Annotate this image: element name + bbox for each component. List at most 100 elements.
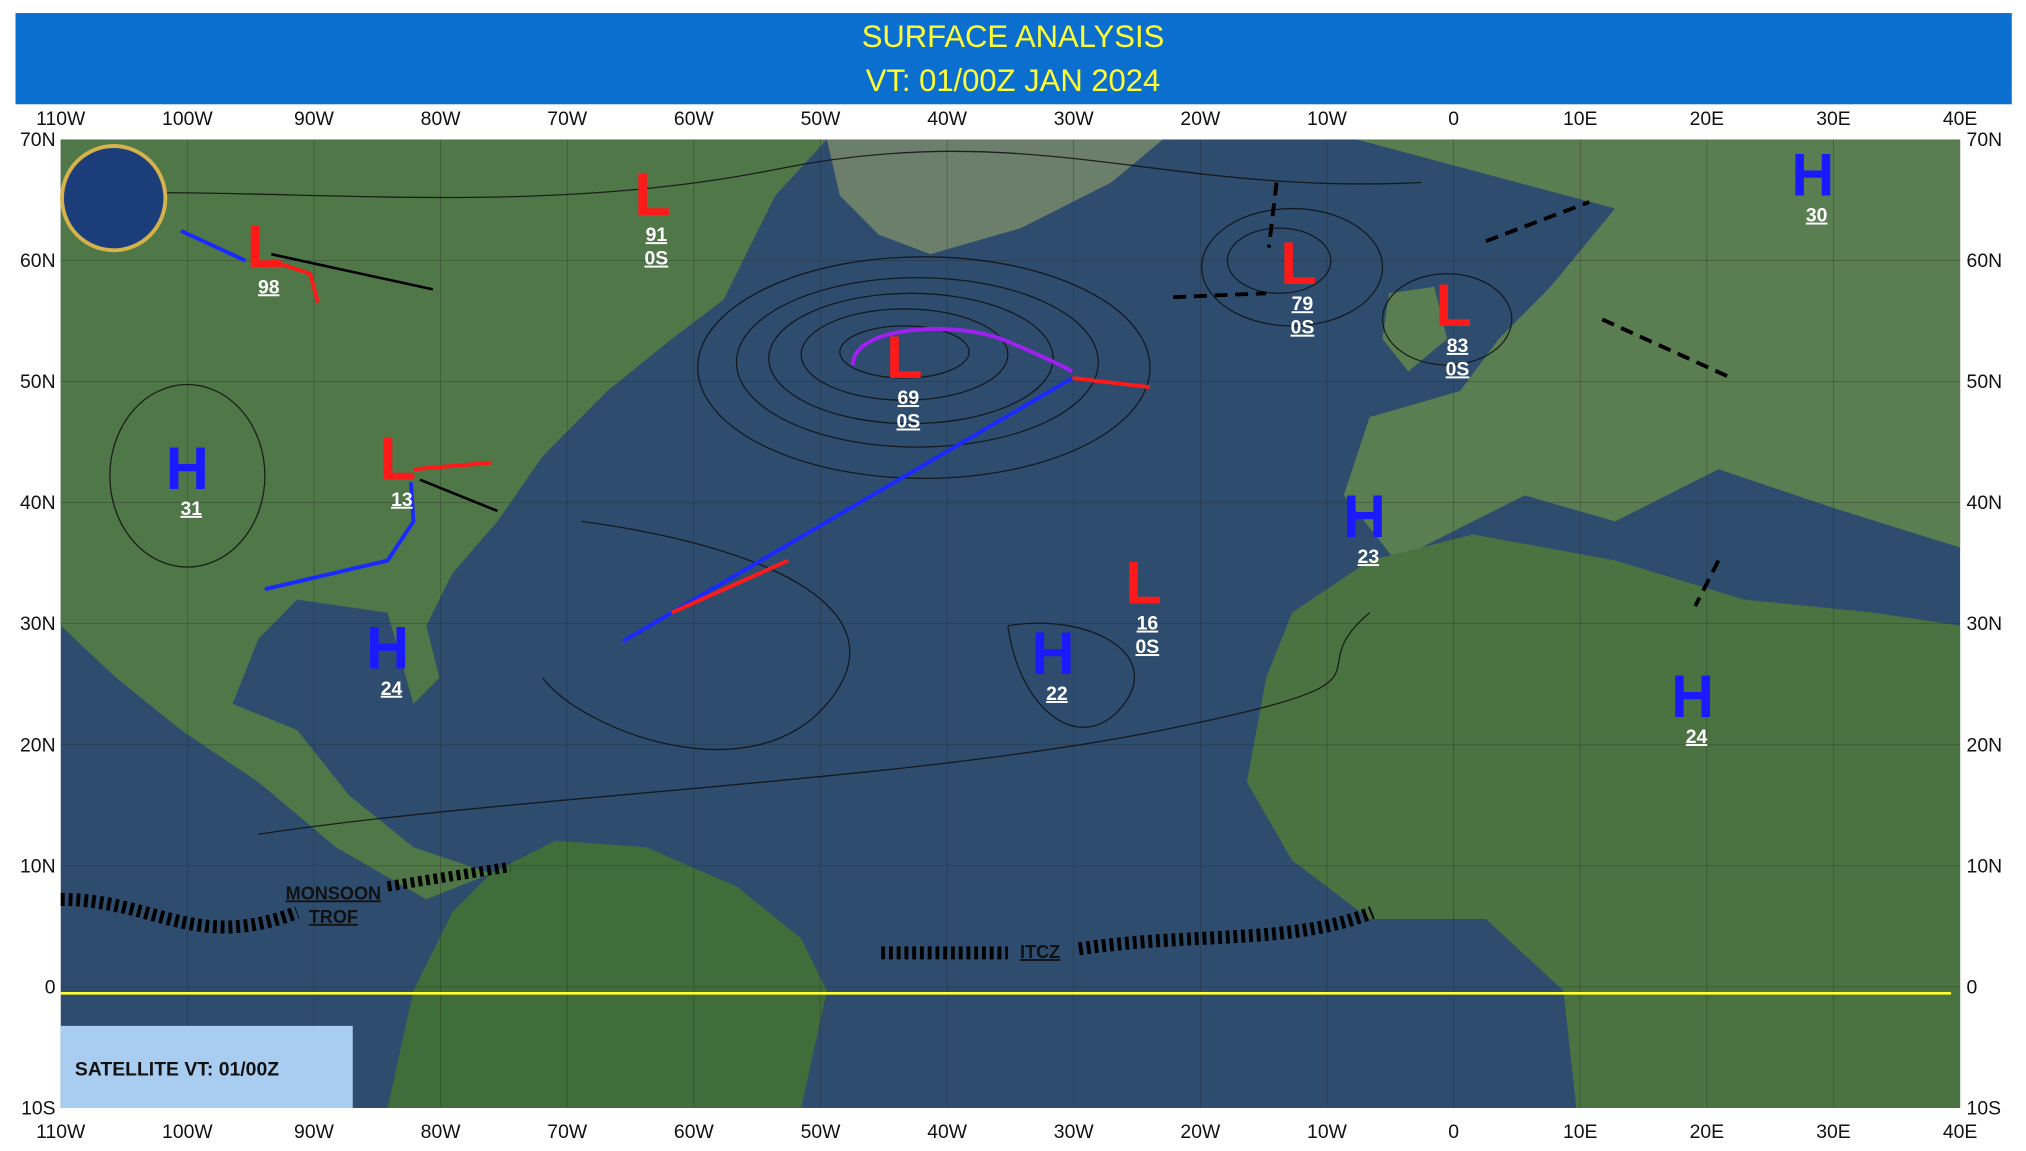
lon-label-bottom: 40E [1943,1121,1977,1143]
lon-label-top: 110W [36,108,86,130]
system-symbol: L [380,425,416,492]
lon-label-top: 20W [1180,108,1220,130]
system-symbol: H [366,614,409,681]
satellite-box [60,1025,353,1108]
monsoon-trough [60,892,300,934]
lon-label-bottom: 50W [801,1121,841,1143]
lat-label-right: 60N [1967,250,2003,272]
lon-label-bottom: 0 [1448,1121,1459,1143]
isobar [839,325,970,379]
warm-front [270,258,320,303]
isobar [697,256,1151,480]
lon-label-top: 10W [1307,108,1347,130]
isobar [542,520,851,751]
system-motion: 0S [1291,317,1315,339]
system-symbol: L [1435,272,1471,339]
south-america [387,840,827,1108]
lon-label-top: 50W [801,108,841,130]
lon-label-top: 20E [1690,108,1724,130]
system-symbol: L [886,324,922,391]
lon-label-top: 70W [547,108,587,130]
trough [1601,317,1733,380]
trough [1693,559,1721,608]
lon-label-top: 10E [1563,108,1597,130]
lon-label-bottom: 10E [1563,1121,1597,1143]
lat-label-left: 70N [20,129,56,151]
lon-label-top: 60W [674,108,714,130]
isobar [109,383,266,568]
subtitle: VT: 01/00Z JAN 2024 [866,63,1161,98]
lon-label-top: 30E [1816,108,1850,130]
lon-label-top: 80W [421,108,461,130]
logo [60,144,168,253]
lat-label-right: 20N [1967,734,2003,756]
system-pressure: 22 [1046,683,1068,705]
lat-label-left: 10S [21,1097,55,1119]
system-pressure: 69 [898,387,920,409]
europe [1343,139,1961,561]
warm-front [671,558,789,615]
greenland [826,139,1163,255]
lon-label-bottom: 20E [1690,1121,1724,1143]
lon-label-top: 40E [1943,108,1977,130]
system-pressure: 91 [646,224,668,246]
system-pressure: 13 [391,489,413,511]
lat-label-right: 30N [1967,613,2003,635]
system-pressure: 31 [180,498,202,520]
lat-label-right: 0 [1967,976,1978,998]
lon-label-bottom: 70W [547,1121,587,1143]
system-symbol: H [1343,483,1386,550]
lon-label-top: 30W [1054,108,1094,130]
lat-label-left: 0 [45,976,56,998]
lon-label-bottom: 20W [1180,1121,1220,1143]
system-pressure: 98 [258,276,280,298]
system-symbol: L [1280,230,1316,297]
isobar [1226,227,1332,294]
lon-label-bottom: 40W [927,1121,967,1143]
warm-front [413,460,492,472]
system-symbol: H [166,435,209,502]
fronts [60,182,1733,960]
trough [1173,291,1267,300]
lat-label-right: 10S [1967,1097,2001,1119]
lon-label-bottom: 110W [36,1121,86,1143]
trough [1485,200,1590,243]
system-motion: 0S [645,248,669,270]
lon-label-top: 100W [162,108,213,130]
lat-label-left: 60N [20,250,56,272]
lon-label-bottom: 10W [1307,1121,1347,1143]
system-symbol: L [634,161,670,228]
isobars [60,150,1513,835]
lon-label-bottom: 100W [162,1121,213,1143]
isobar [258,612,1371,835]
title-band [15,13,2012,105]
lon-label-bottom: 60W [674,1121,714,1143]
system-motion: 0S [896,410,920,432]
isobar [1381,273,1513,366]
itcz [1077,906,1375,956]
lat-label-right: 50N [1967,371,2003,393]
trough [1266,182,1279,248]
system-pressure: 30 [1806,205,1828,227]
system-motion: 0S [1446,358,1470,380]
isobar [735,276,1099,448]
system-pressure: 83 [1447,335,1469,357]
isobar [60,150,1422,199]
system-symbol: H [1032,620,1075,687]
trof-label: TROF [309,907,358,927]
lon-label-top: 90W [294,108,334,130]
africa [1246,534,1961,1108]
cold-front [264,482,416,592]
warm-front [1072,376,1151,390]
motion-arrow [419,478,498,513]
lat-label-left: 20N [20,734,56,756]
axes: 110W 110W 100W 100W 90W 90W 80W 80W 70W 70W 60W 60W… [20,108,2002,1143]
isobar [800,308,1009,401]
title: SURFACE ANALYSIS [862,19,1165,54]
isobar [1200,207,1384,327]
north-america [60,139,827,900]
system-pressure: 16 [1137,613,1159,635]
cold-front [621,376,1074,644]
